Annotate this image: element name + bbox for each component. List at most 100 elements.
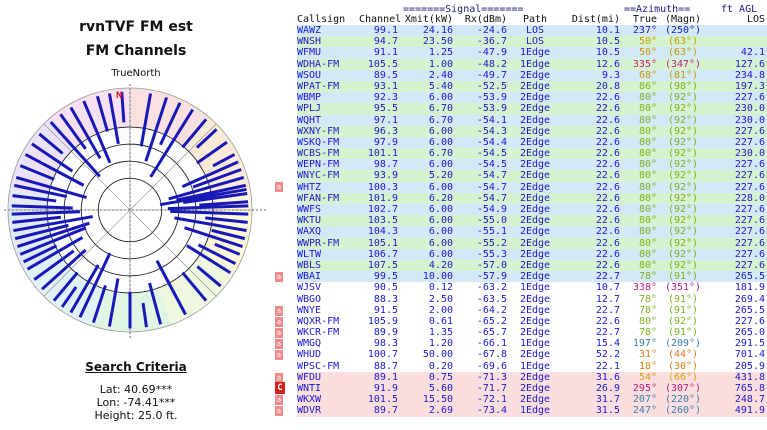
station-row[interactable]: WFAN-FM 101.9 6.20 -54.7 2Edge 22.6 80° (92°) 22… [297, 192, 767, 204]
station-bearing-needle [199, 200, 249, 207]
rx-dbm-cell: -49.7 [476, 69, 507, 81]
path-cell: 2Edge [519, 226, 551, 238]
station-bearing-needle [181, 160, 239, 189]
station-row[interactable]: WNYE 91.5 2.00 -64.2 2Edge 22.7 78° (91°) 265.5 [297, 304, 767, 316]
station-row[interactable]: WHUD 100.7 50.00 -67.8 2Edge 52.2 31° (44°) 701.… [297, 349, 767, 361]
agl-los-cell: 228.0 [734, 192, 765, 204]
station-row[interactable]: WXNY-FM 96.3 6.00 -54.3 2Edge 22.6 80° (92°) 227… [297, 125, 767, 137]
row-marker-badge: a [275, 272, 283, 282]
rx-dbm-cell: -54.9 [476, 204, 507, 215]
station-row[interactable]: WPSC-FM 88.7 0.20 -69.6 1Edge 22.1 18° (30°) 205… [297, 360, 767, 372]
xmit-cell: 6.00 [428, 181, 453, 193]
coverage-panel: rvnTVF FM est FM Channels TrueNorth N Se… [0, 0, 272, 430]
station-row[interactable]: WBAI 99.5 10.00 -57.9 2Edge 22.7 78° (91°) 265.5 [297, 271, 767, 283]
agl-los-cell: 227.6 [734, 226, 765, 238]
col-path[interactable]: Path [522, 14, 548, 25]
station-bearing-needle [205, 216, 248, 224]
col-rx[interactable]: Rx(dBm) [464, 14, 507, 25]
path-cell: 2Edge [519, 103, 551, 115]
station-row[interactable]: WNSH 94.7 23.50 -36.7 LOS 10.5 50° (63°) [297, 36, 767, 48]
station-row[interactable]: WWFS 102.7 6.00 -54.9 2Edge 22.6 80° (92°) 227.6 [297, 204, 767, 216]
station-row[interactable]: WWPR-FM 105.1 6.00 -55.2 2Edge 22.6 80° (92°) 22… [297, 237, 767, 249]
rx-dbm-cell: -54.7 [476, 181, 507, 193]
distance-cell: 22.7 [595, 327, 620, 339]
col-dist[interactable]: Dist(mi) [571, 14, 620, 25]
path-cell: 2Edge [519, 327, 551, 339]
station-bearing-needle [19, 226, 87, 256]
station-row[interactable]: WKXW 101.5 15.50 -72.1 2Edge 31.7 207° (220°) 24… [297, 394, 767, 406]
path-cell: 2Edge [519, 148, 551, 160]
station-row[interactable]: WQHT 97.1 6.70 -54.1 2Edge 22.6 80° (92°) 230.0 [297, 114, 767, 126]
true-azimuth-cell: 80° [638, 192, 657, 204]
table-body: WAWZ 99.1 24.16 -24.6 LOS 10.1 237° (250°) WNSH 9… [297, 25, 767, 417]
magnetic-azimuth-cell: (92°) [667, 226, 699, 238]
callsign-cell: WDHA-FM [297, 58, 340, 70]
distance-cell: 22.7 [595, 271, 620, 283]
station-row[interactable]: WHTZ 100.3 6.00 -54.7 2Edge 22.6 80° (92°) 227.6 [297, 181, 767, 193]
table-column-header: Callsign Channel Xmit(kW) Rx(dBm) Path D… [297, 15, 767, 25]
station-row[interactable]: WBLS 107.5 4.20 -57.0 2Edge 22.6 80° (92°) 227.6 [297, 259, 767, 272]
channel-cell: 91.5 [373, 304, 398, 316]
col-xmit[interactable]: Xmit(kW) [404, 14, 453, 25]
magnetic-azimuth-cell: (91°) [667, 293, 699, 305]
callsign-cell: WPAT-FM [297, 80, 340, 92]
station-bearing-needle [69, 264, 100, 314]
station-row[interactable]: WDVR 89.7 2.69 -73.4 1Edge 31.5 247° (260°) 491.… [297, 405, 767, 417]
true-azimuth-cell: 80° [638, 114, 657, 126]
station-row[interactable]: WNYC-FM 93.9 5.20 -54.7 2Edge 22.6 80° (92°) 227… [297, 170, 767, 182]
station-row[interactable]: WBMP 92.3 6.00 -53.9 2Edge 22.6 80° (92°) 227.6 [297, 92, 767, 104]
xmit-cell: 5.60 [428, 383, 453, 394]
station-bearing-needle [181, 271, 208, 302]
magnetic-azimuth-cell: (92°) [667, 103, 699, 115]
callsign-cell: WJSV [297, 282, 322, 294]
station-row[interactable]: WPAT-FM 93.1 5.40 -52.5 2Edge 20.8 86° (98°) 197… [297, 80, 767, 93]
col-callsign[interactable]: Callsign [297, 14, 346, 25]
polar-spoke [129, 209, 217, 297]
station-row[interactable]: WAXQ 104.3 6.00 -55.1 2Edge 22.6 80° (92°) 227.6 [297, 226, 767, 238]
station-row[interactable]: WFDU 89.1 0.75 -71.3 2Edge 31.6 54° (66°) 431.8 [297, 371, 767, 383]
station-bearing-needle [197, 243, 237, 266]
channel-cell: 105.9 [367, 315, 398, 327]
row-marker-badge: a [275, 305, 283, 316]
rx-dbm-cell: -72.1 [476, 394, 507, 406]
channel-cell: 89.9 [373, 327, 398, 339]
path-cell: 2Edge [519, 125, 551, 137]
channel-cell: 99.5 [373, 271, 398, 283]
path-cell: 1Edge [519, 405, 551, 417]
path-cell: 2Edge [519, 192, 551, 204]
xmit-cell: 6.00 [428, 204, 453, 215]
path-cell: 2Edge [519, 204, 551, 215]
station-row[interactable]: WPLJ 95.5 6.70 -53.9 2Edge 22.6 80° (92°) 230.0 [297, 103, 767, 115]
station-row[interactable]: WLTW 106.7 6.00 -55.3 2Edge 22.6 80° (92°) 227.6 [297, 248, 767, 260]
station-row[interactable]: WAWZ 99.1 24.16 -24.6 LOS 10.1 237° (250°) [297, 25, 767, 37]
station-row[interactable]: WKCR-FM 89.9 1.35 -65.7 2Edge 22.7 78° (91°) 265… [297, 327, 767, 339]
true-north-label: TrueNorth [111, 68, 161, 79]
station-row[interactable]: WJSV 90.5 0.12 -63.2 1Edge 10.7 338° (351°) 181.… [297, 282, 767, 294]
station-bearing-needle [120, 91, 126, 123]
station-row[interactable]: WCBS-FM 101.1 6.70 -54.5 2Edge 22.6 80° (92°) 23… [297, 148, 767, 160]
station-row[interactable]: WKTU 103.5 6.00 -55.0 2Edge 22.6 80° (92°) 227.6 [297, 215, 767, 227]
station-row[interactable]: WMGQ 98.3 1.20 -66.1 1Edge 15.4 197° (209°) 291.… [297, 338, 767, 350]
agl-los-cell: 227.6 [734, 125, 765, 137]
station-row[interactable]: WEPN-FM 98.7 6.00 -54.5 2Edge 22.6 80° (92°) 227… [297, 159, 767, 171]
station-bearing-needle [107, 93, 120, 145]
magnetic-azimuth-cell: (92°) [667, 170, 699, 182]
station-row[interactable]: WDHA-FM 105.5 1.00 -48.2 1Edge 12.6 335° (347°)… [297, 58, 767, 70]
station-row[interactable]: WFMU 91.1 1.25 -47.9 1Edge 10.5 50° (63°) 42.1 [297, 47, 767, 59]
col-magn[interactable]: (Magn) [664, 14, 702, 25]
station-row[interactable]: WNTI 91.9 5.60 -71.7 2Edge 26.9 295° (307°) 765.… [297, 383, 767, 395]
magnetic-azimuth-cell: (260°) [664, 405, 702, 417]
station-row[interactable]: WSKQ-FM 97.9 6.00 -54.4 2Edge 22.6 80° (92°) 227… [297, 136, 767, 149]
rx-dbm-cell: -54.4 [476, 136, 507, 148]
distance-cell: 31.6 [595, 371, 620, 383]
callsign-cell: WNTI [297, 383, 322, 394]
channel-cell: 98.3 [373, 338, 398, 350]
col-channel[interactable]: Channel [359, 14, 402, 25]
station-row[interactable]: WSOU 89.5 2.40 -49.7 2Edge 9.3 68° (81°) 234.8 [297, 69, 767, 81]
rx-dbm-cell: -73.4 [476, 405, 507, 417]
col-true[interactable]: True [632, 14, 657, 25]
station-row[interactable]: WQXR-FM 105.9 0.61 -65.2 2Edge 22.6 80° (92°) 22… [297, 315, 767, 328]
col-los[interactable]: LOS [746, 14, 765, 25]
station-row[interactable]: WBGO 88.3 2.50 -63.5 2Edge 12.7 78° (91°) 269.4 [297, 293, 767, 305]
xmit-cell: 2.00 [428, 304, 453, 316]
